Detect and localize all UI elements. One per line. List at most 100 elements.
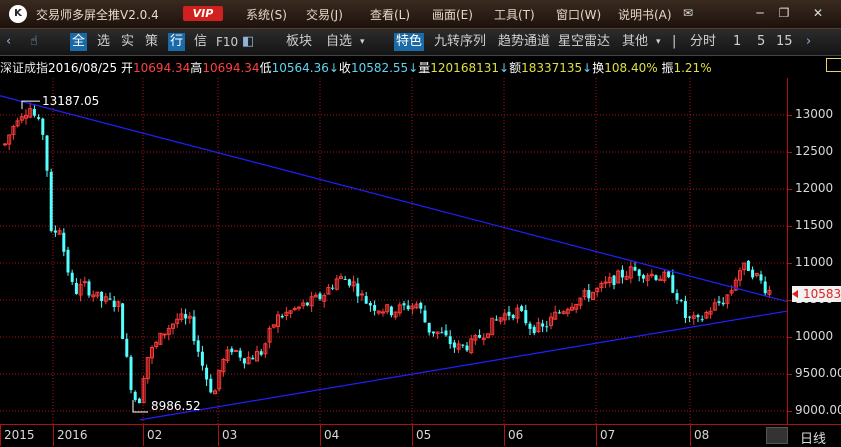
y-axis-tick: [787, 374, 792, 375]
toolbar-15min[interactable]: 15: [776, 34, 793, 49]
y-axis-tick: [787, 226, 792, 227]
candle-body-up: [154, 341, 159, 348]
toolbar-watchlist[interactable]: 自选: [326, 34, 353, 49]
y-axis-tick: [787, 189, 792, 190]
toolbar-trend-channel[interactable]: 趋势通道: [498, 34, 551, 49]
toolbar-featured[interactable]: 特色: [394, 33, 425, 51]
candle-body-down: [465, 345, 469, 351]
period-label[interactable]: 日线: [800, 432, 827, 447]
candle-body-down: [688, 316, 692, 318]
toolbar-all[interactable]: 全: [70, 33, 88, 51]
toolbar-f10[interactable]: F10: [216, 35, 239, 49]
candle-body-up: [95, 291, 100, 297]
candle-body-down: [200, 351, 204, 366]
candle-body-down: [133, 391, 137, 400]
candle-body-up: [339, 276, 343, 280]
candle-body-down: [343, 278, 347, 280]
y-axis-tick-label: 12000: [795, 181, 834, 195]
toolbar-sector[interactable]: 板块: [286, 34, 313, 49]
candle-body-down: [70, 272, 74, 282]
period-switch-button[interactable]: [766, 427, 788, 444]
candle-body-down: [683, 301, 687, 318]
candle-body-up: [82, 281, 87, 284]
toolbar-nine-turn[interactable]: 九转序列: [434, 34, 487, 49]
toolbar-info[interactable]: 信: [194, 34, 208, 49]
candle-body-down: [100, 291, 104, 302]
y-axis-tick: [787, 300, 792, 301]
down-arrow-icon: ↓: [408, 61, 419, 75]
menu-trade[interactable]: 交易(J): [306, 8, 343, 22]
amount-label: 额: [509, 61, 522, 75]
toolbar-quote[interactable]: 行: [168, 33, 186, 51]
candle-body-up: [704, 311, 709, 319]
candle-body-up: [116, 301, 121, 307]
candle-body-up: [570, 306, 574, 311]
mail-icon[interactable]: ✉: [682, 6, 694, 20]
vip-badge[interactable]: VIP: [183, 6, 223, 21]
low-annotation: 8986.52: [151, 399, 201, 413]
volume-value: 120168131: [430, 61, 499, 75]
chevron-down-icon[interactable]: ▾: [360, 37, 365, 47]
candle-body-up: [297, 306, 301, 309]
candle-body-up: [292, 308, 297, 311]
y-axis-tick-label: 9500.00: [795, 366, 841, 380]
candle-body-down: [318, 293, 322, 300]
index-name: 深证成指: [0, 61, 49, 75]
candle-body-up: [616, 270, 621, 284]
chevron-left-icon[interactable]: ‹: [6, 34, 12, 49]
menu-manual[interactable]: 说明书(A): [618, 8, 672, 22]
candle-body-up: [234, 349, 238, 352]
candle-body-up: [288, 310, 293, 314]
candle-body-down: [545, 326, 549, 328]
toolbar-realtime[interactable]: 实: [121, 34, 135, 49]
candle-body-up: [561, 311, 566, 314]
candle-body-down: [45, 135, 49, 171]
candle-body-down: [259, 351, 263, 355]
menu-tools[interactable]: 工具(T): [494, 8, 535, 22]
toolbar-intraday[interactable]: 分时: [690, 34, 717, 49]
menu-screen[interactable]: 画面(E): [432, 8, 473, 22]
candle-body-down: [32, 109, 36, 116]
panel-toggle-icon[interactable]: [826, 58, 841, 72]
toolbar-5min[interactable]: 5: [757, 34, 766, 49]
volume-label: 量: [418, 61, 431, 75]
candle-body-up: [150, 346, 154, 359]
close-icon[interactable]: ✕: [812, 6, 824, 20]
candle-body-down: [62, 232, 66, 252]
menu-view[interactable]: 查看(L): [370, 8, 411, 22]
candle-body-down: [620, 269, 624, 278]
minimize-icon[interactable]: ─: [756, 6, 764, 20]
candlestick-chart[interactable]: 13187.05 8986.52: [0, 78, 787, 424]
candle-body-down: [444, 330, 448, 336]
restore-icon[interactable]: ❐: [778, 6, 790, 20]
high-label: 高: [190, 61, 203, 75]
candle-body-down: [431, 331, 435, 334]
app-logo: K: [9, 5, 27, 23]
chevron-down-icon[interactable]: ▾: [656, 37, 661, 47]
toolbar-other[interactable]: 其他: [622, 34, 649, 49]
toolbar-1min[interactable]: 1: [733, 34, 742, 49]
toolbar-strategy[interactable]: 策: [145, 34, 159, 49]
hand-pointer-icon[interactable]: ☝: [30, 34, 38, 49]
candle-body-down: [242, 358, 246, 364]
candle-body-down: [331, 287, 335, 289]
candle-body-up: [360, 293, 364, 296]
candle-body-down: [641, 275, 645, 279]
high-annotation: 13187.05: [42, 94, 99, 108]
x-axis-tick-label: 2015: [4, 428, 35, 442]
candle-body-down: [759, 274, 763, 281]
candle-body-up: [225, 349, 230, 361]
candle-body-down: [230, 348, 234, 353]
menu-system[interactable]: 系统(S): [246, 8, 287, 22]
candle-body-up: [578, 297, 583, 306]
candle-body-up: [28, 108, 33, 118]
toolbar-star-radar[interactable]: 星空雷达: [558, 34, 611, 49]
candle-body-down: [419, 302, 423, 309]
x-axis-tick: [690, 425, 691, 446]
layout-icon[interactable]: ◧: [242, 34, 255, 49]
menu-window[interactable]: 窗口(W): [556, 8, 602, 22]
candle-body-down: [440, 332, 444, 334]
candle-body-up: [221, 358, 226, 373]
toolbar-select[interactable]: 选: [97, 34, 111, 49]
chevron-right-icon[interactable]: ›: [806, 34, 812, 49]
